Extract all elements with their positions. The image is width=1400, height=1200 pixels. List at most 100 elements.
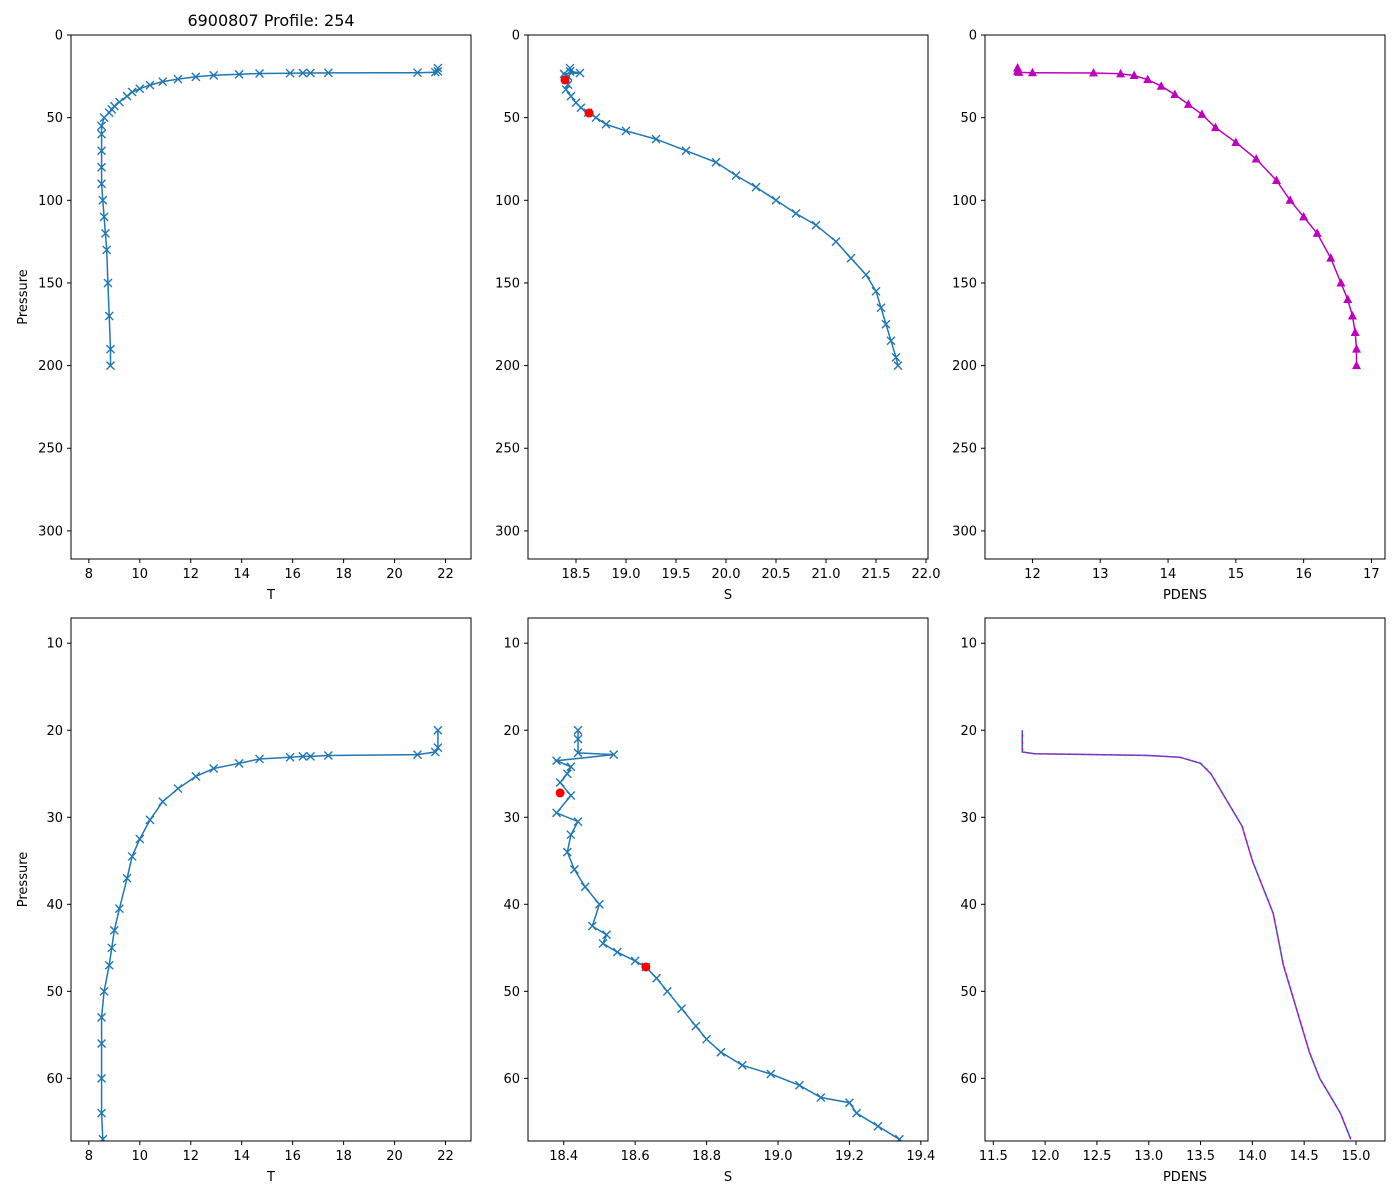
top-salinity-ytick-label: 200 xyxy=(495,359,520,374)
top-temperature-point xyxy=(103,278,113,288)
bottom-salinity-point xyxy=(562,769,572,779)
bottom-salinity-point xyxy=(794,1080,804,1090)
top-salinity-ytick-label: 250 xyxy=(495,442,520,457)
top-density-ytick-label: 300 xyxy=(952,524,977,539)
bottom-temperature-point xyxy=(173,784,183,794)
bottom-temperature-ytick-label: 60 xyxy=(46,1072,63,1087)
top-temperature-point xyxy=(413,68,422,78)
top-salinity-xtick-label: 19.5 xyxy=(662,567,691,582)
bottom-salinity-xtick-label: 18.8 xyxy=(692,1149,721,1164)
top-density-ytick-label: 50 xyxy=(960,111,977,126)
bottom-salinity-point xyxy=(612,947,622,957)
bottom-salinity-series-line xyxy=(553,730,900,1140)
bottom-temperature-ytick-label: 10 xyxy=(46,637,63,652)
bottom-salinity-point xyxy=(894,1134,904,1141)
top-temperature-point xyxy=(430,67,440,77)
bottom-salinity-xtick-label: 18.4 xyxy=(549,1149,578,1164)
top-density-point xyxy=(1088,68,1098,77)
bottom-salinity-point xyxy=(652,973,662,983)
top-salinity-series-line xyxy=(561,68,899,366)
bottom-temperature-point xyxy=(234,758,244,768)
top-salinity-frame xyxy=(527,34,929,560)
bottom-salinity-point xyxy=(737,1060,747,1070)
top-temperature-ylabel: Pressure xyxy=(16,269,31,325)
top-density-point xyxy=(1211,122,1221,132)
bottom-temperature-point xyxy=(413,750,422,760)
top-temperature-ytick-label: 250 xyxy=(38,442,63,457)
top-temperature-series-line xyxy=(100,68,439,366)
top-temperature-xtick-label: 16 xyxy=(284,567,301,582)
top-salinity-point xyxy=(731,171,741,180)
bottom-salinity-point xyxy=(573,734,583,744)
bottom-temperature-ytick-label: 50 xyxy=(46,985,63,1000)
bottom-salinity-ytick-label: 20 xyxy=(503,724,520,739)
top-density-ytick-label: 0 xyxy=(969,29,977,44)
bottom-salinity-point xyxy=(594,899,604,909)
top-density-point xyxy=(1347,311,1357,320)
top-salinity-ytick-label: 50 xyxy=(503,111,520,126)
top-salinity-point xyxy=(601,119,611,129)
top-salinity-data xyxy=(559,63,903,371)
bottom-salinity-point xyxy=(566,830,576,840)
bottom-temperature-point xyxy=(114,904,124,914)
bottom-density-frame xyxy=(984,617,1386,1142)
top-temperature-ytick-label: 0 xyxy=(55,29,63,44)
top-density-point xyxy=(1197,109,1207,118)
top-density-point xyxy=(1343,294,1353,303)
top-temperature-point xyxy=(135,84,145,94)
top-salinity-point xyxy=(891,352,901,362)
top-salinity-point xyxy=(751,182,761,192)
top-salinity-ytick-label: 300 xyxy=(495,524,520,539)
top-density-xtick-label: 12 xyxy=(1024,567,1041,582)
top-salinity-point xyxy=(711,157,721,167)
top-salinity-point xyxy=(811,220,821,230)
bottom-salinity-flag-point xyxy=(555,788,565,798)
bottom-salinity-point xyxy=(852,1108,862,1118)
bottom-salinity-point xyxy=(566,791,576,801)
bottom-salinity-ytick-label: 60 xyxy=(503,1072,520,1087)
top-density-xtick-label: 13 xyxy=(1092,567,1109,582)
top-temperature-xtick-label: 8 xyxy=(85,567,93,582)
top-salinity-point xyxy=(575,68,585,78)
top-temperature-point xyxy=(145,80,155,90)
bottom-density-xtick-label: 12.5 xyxy=(1082,1149,1111,1164)
bottom-salinity-ytick-label: 50 xyxy=(503,985,520,1000)
top-salinity-panel: 18.5 19.0 19.5 20.0 20.5 21.0 21.5 22.0 0 50 100 15… xyxy=(495,29,940,604)
bottom-temperature-point xyxy=(97,1039,107,1049)
bottom-temperature-point xyxy=(145,815,155,825)
bottom-density-ytick-label: 50 xyxy=(960,985,977,1000)
top-temperature-point xyxy=(98,195,108,205)
bottom-salinity-point xyxy=(573,725,583,735)
bottom-salinity-point xyxy=(873,1121,883,1131)
bottom-salinity-point xyxy=(555,777,565,787)
bottom-salinity-point xyxy=(702,1034,712,1044)
top-density-point xyxy=(1272,175,1282,184)
top-density-xtick-label: 15 xyxy=(1228,567,1245,582)
bottom-temperature-ytick-label: 40 xyxy=(46,898,63,913)
bottom-salinity-point xyxy=(844,1098,854,1108)
bottom-temperature-point xyxy=(107,943,117,953)
bottom-salinity-point xyxy=(580,882,590,892)
bottom-salinity-point xyxy=(662,986,672,996)
top-density-point xyxy=(1231,137,1241,146)
bottom-temperature-point xyxy=(97,1012,107,1022)
bottom-salinity-point xyxy=(602,930,612,940)
bottom-salinity-ytick-label: 10 xyxy=(503,637,520,652)
top-temperature-xtick-label: 22 xyxy=(437,567,454,582)
top-temperature-point xyxy=(102,245,112,255)
top-temperature-xtick-label: 18 xyxy=(335,567,352,582)
bottom-salinity-point xyxy=(552,808,562,818)
bottom-density-ytick-label: 40 xyxy=(960,898,977,913)
bottom-salinity-flag-point xyxy=(641,962,651,972)
top-density-xtick-label: 17 xyxy=(1363,567,1380,582)
top-salinity-xtick-label: 20.5 xyxy=(762,567,791,582)
top-temperature-ytick-label: 50 xyxy=(46,111,63,126)
top-temperature-point xyxy=(122,91,132,101)
top-temperature-point xyxy=(99,212,109,222)
bottom-density-ytick-label: 60 xyxy=(960,1072,977,1087)
bottom-temperature-xtick-label: 14 xyxy=(233,1149,250,1164)
bottom-salinity-point xyxy=(766,1069,776,1079)
bottom-temperature-point xyxy=(255,754,265,764)
bottom-density-panel: 11.5 12.0 12.5 13.0 13.5 14.0 14.5 15.0 10 20 30 40… xyxy=(960,617,1386,1185)
top-salinity-point xyxy=(576,103,586,113)
